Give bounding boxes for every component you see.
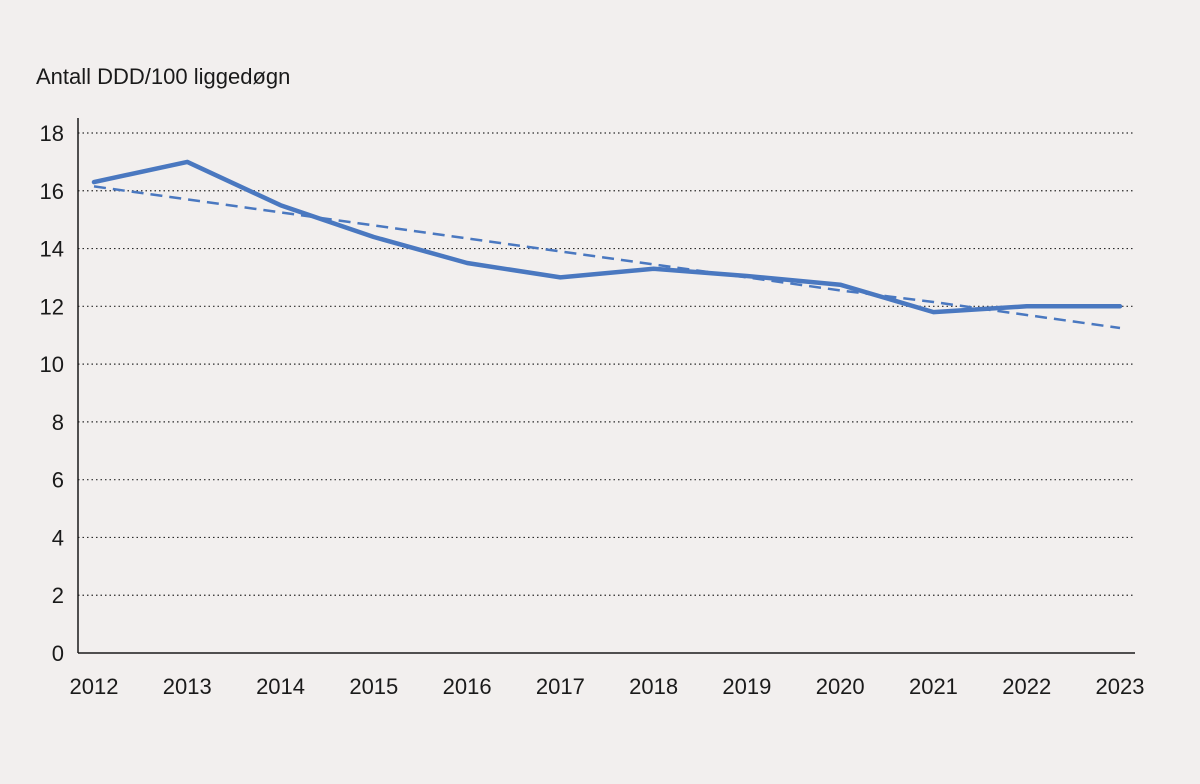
x-tick-label: 2023 (1096, 674, 1145, 699)
x-tick-label: 2019 (722, 674, 771, 699)
y-tick-label: 0 (52, 641, 64, 666)
x-tick-label: 2013 (163, 674, 212, 699)
y-tick-label: 10 (40, 352, 64, 377)
series-line-main (91, 159, 1123, 315)
x-tick-label: 2012 (70, 674, 119, 699)
x-tick-label: 2014 (256, 674, 305, 699)
y-tick-label: 4 (52, 525, 64, 550)
series-line-trend (93, 185, 1121, 330)
y-tick-label: 18 (40, 121, 64, 146)
y-tick-label: 8 (52, 410, 64, 435)
x-tick-label: 2017 (536, 674, 585, 699)
x-tick-label: 2015 (349, 674, 398, 699)
x-tick-label: 2022 (1002, 674, 1051, 699)
y-tick-label: 2 (52, 583, 64, 608)
x-tick-label: 2018 (629, 674, 678, 699)
y-tick-label: 12 (40, 294, 64, 319)
x-tick-label: 2016 (443, 674, 492, 699)
y-tick-label: 14 (40, 237, 64, 262)
x-tick-label: 2021 (909, 674, 958, 699)
y-tick-label: 16 (40, 179, 64, 204)
x-tick-label: 2020 (816, 674, 865, 699)
y-tick-label: 6 (52, 468, 64, 493)
y-axis-title: Antall DDD/100 liggedøgn (36, 64, 291, 89)
